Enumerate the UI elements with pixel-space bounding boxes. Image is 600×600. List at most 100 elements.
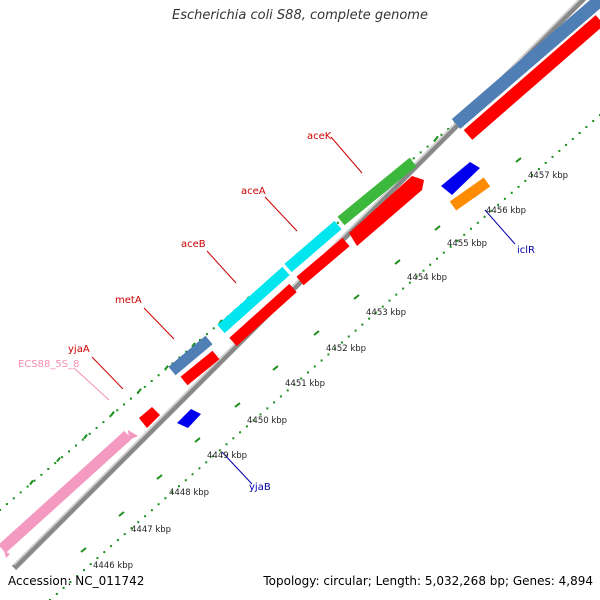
inner-track-tick — [80, 547, 87, 553]
inner-track-dot — [198, 467, 201, 470]
inner-track-dot — [83, 569, 85, 572]
tick-label: 4453 kbp — [366, 308, 406, 318]
inner-track-tick — [434, 225, 441, 231]
inner-track-dot — [157, 503, 160, 506]
outer-track-dot — [212, 327, 215, 330]
feature-aceB[interactable] — [217, 266, 290, 334]
inner-track-tick — [353, 294, 360, 300]
outer-track-dot — [130, 397, 132, 400]
gene-label-aceB[interactable]: aceB — [181, 239, 206, 250]
feature-iclR[interactable] — [449, 177, 491, 211]
outer-track-dot — [61, 456, 64, 459]
inner-track-dot — [218, 449, 221, 452]
outer-track-dot — [102, 421, 105, 424]
label-leaders — [73, 136, 516, 485]
feature-yjaB[interactable] — [177, 409, 201, 428]
feature-pink-small[interactable] — [4, 551, 10, 558]
inner-track-dot — [388, 299, 391, 302]
gene-label-yjaB[interactable]: yjaB — [249, 482, 271, 493]
feature-red-metA[interactable] — [180, 350, 220, 386]
inner-track-dot — [266, 407, 269, 410]
outer-track-dot — [157, 374, 160, 377]
inner-track-tick — [194, 437, 201, 443]
inner-track-dot — [429, 263, 432, 266]
feature-red-top[interactable] — [463, 15, 600, 140]
outer-track-dot — [26, 485, 29, 488]
inner-track-dot — [551, 155, 554, 158]
gene-label-aceK[interactable]: aceK — [307, 131, 332, 142]
gene-label-aceA[interactable]: aceA — [241, 186, 266, 197]
inner-track-dot — [578, 132, 581, 134]
inner-track-dot — [374, 311, 377, 314]
inner-track-dot — [225, 443, 228, 446]
tick-label: 4451 kbp — [285, 379, 325, 389]
feature-pink-arrow[interactable] — [128, 430, 138, 440]
gene-label-metA[interactable]: metA — [115, 295, 142, 306]
genome-backbone — [11, 0, 587, 571]
inner-track-dot — [62, 587, 65, 589]
outer-track-dot — [205, 333, 208, 336]
inner-track-dot — [252, 419, 255, 422]
inner-track-dot — [476, 221, 479, 224]
inner-track-dot — [585, 126, 588, 128]
outer-track-dot — [47, 468, 50, 470]
feature-aceK[interactable] — [337, 157, 417, 226]
outer-track-dot — [19, 491, 22, 494]
inner-track-dot — [449, 245, 452, 248]
feature-red-aceA[interactable] — [296, 237, 350, 286]
inner-track-dot — [510, 191, 513, 194]
accession-text: Accession: NC_011742 — [8, 574, 145, 588]
tick-label: 4447 kbp — [131, 525, 171, 535]
inner-track-dot — [76, 575, 79, 577]
inner-track-dot — [558, 149, 561, 152]
inner-track-dot — [422, 269, 425, 272]
outer-track-dot — [199, 339, 201, 341]
tick-label: 4450 kbp — [247, 416, 287, 426]
inner-track-tick — [394, 259, 401, 265]
inner-track-dot — [334, 347, 337, 350]
inner-track-dot — [503, 197, 506, 200]
inner-track-dot — [232, 437, 235, 440]
outer-track-tick — [434, 135, 439, 141]
inner-track-tick — [313, 330, 320, 336]
outer-track-dot — [412, 157, 415, 160]
feature-metA[interactable] — [168, 335, 213, 376]
inner-track-dot — [103, 551, 106, 554]
inner-track-dot — [245, 425, 248, 428]
inner-feature-track — [139, 15, 600, 428]
inner-track-dot — [402, 287, 405, 290]
outer-feature-track — [0, 0, 600, 558]
feature-blue-top[interactable] — [441, 162, 480, 195]
outer-track-dot — [74, 444, 77, 447]
inner-track-dot — [368, 317, 371, 320]
inner-track-dot — [110, 545, 113, 548]
tick-label: 4446 kbp — [93, 561, 133, 571]
inner-track-dot — [327, 353, 330, 356]
feature-red-aceB[interactable] — [229, 283, 297, 347]
outer-track-dot — [136, 391, 139, 394]
feature-yjaA[interactable] — [139, 407, 160, 428]
outer-track-dot — [88, 432, 91, 435]
tick-label: 4456 kbp — [486, 206, 526, 216]
inner-track-dot — [130, 527, 133, 530]
inner-track-tick — [515, 157, 522, 163]
inner-track-dot — [273, 401, 276, 404]
feature-pink-long[interactable] — [0, 430, 132, 554]
gene-label-iclR[interactable]: iclR — [517, 245, 535, 256]
inner-track-dot — [259, 413, 262, 416]
gene-label-yjaA[interactable]: yjaA — [68, 344, 90, 355]
gene-label-ecs88[interactable]: ECS88_5S_8 — [18, 359, 79, 370]
feature-aceA[interactable] — [284, 220, 342, 273]
outer-track-dot — [336, 221, 339, 224]
feature-red-aceK[interactable] — [349, 176, 424, 246]
inner-track-dot — [279, 395, 282, 398]
inner-track-dot — [123, 533, 126, 536]
inner-track-dot — [293, 383, 296, 386]
tick-label: 4455 kbp — [447, 239, 487, 249]
outer-track-dot — [426, 145, 429, 148]
outer-track-dot — [433, 139, 436, 142]
feature-steelblue-top[interactable] — [451, 0, 600, 129]
outer-track-dot — [40, 473, 43, 476]
tick-label: 4448 kbp — [169, 488, 209, 498]
